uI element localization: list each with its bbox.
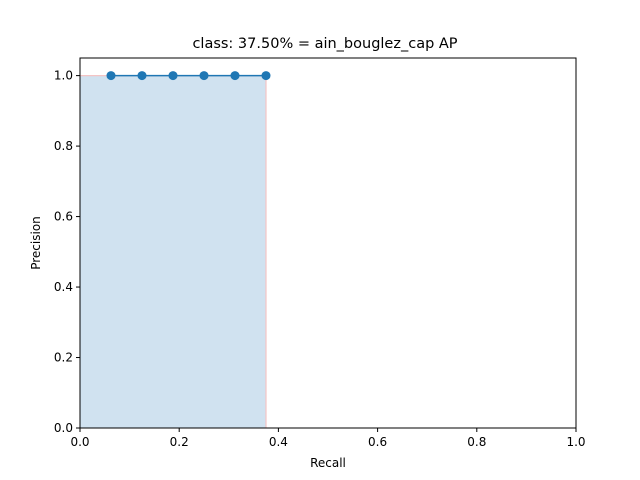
axes-frame: [79, 57, 577, 429]
x-tick-label: 0.0: [70, 435, 89, 449]
y-tick-label: 1.0: [54, 69, 73, 83]
x-tick-label: 1.0: [566, 435, 585, 449]
y-tick-label: 0.0: [54, 421, 73, 435]
y-tick-label: 0.8: [54, 139, 73, 153]
x-axis-ticks: 0.0 0.2 0.4 0.6 0.8 1.0: [70, 428, 586, 449]
y-tick-label: 0.6: [54, 210, 73, 224]
x-tick-label: 0.6: [368, 435, 387, 449]
x-tick-label: 0.2: [170, 435, 189, 449]
data-point-5: [230, 71, 240, 81]
data-point-3: [168, 71, 178, 81]
chart-title: class: 37.50% = ain_bouglez_cap AP: [192, 36, 457, 52]
data-point-6: [261, 71, 271, 81]
x-tick-label: 0.8: [467, 435, 486, 449]
series-points: [106, 71, 271, 81]
data-point-4: [199, 71, 209, 81]
x-axis-label: Recall: [310, 456, 346, 470]
y-tick-label: 0.4: [54, 280, 73, 294]
data-point-2: [137, 71, 147, 81]
y-tick-label: 0.2: [54, 351, 73, 365]
y-axis-label: Precision: [29, 216, 43, 270]
ap-area-fill: [80, 75, 266, 428]
plot-area: 0.0 0.2 0.4 0.6 0.8 1.0 0.0 0.2 0.4 0.6 0.8 1.0: [54, 57, 586, 449]
data-point-1: [106, 71, 116, 81]
y-axis-ticks: 0.0 0.2 0.4 0.6 0.8 1.0: [54, 69, 80, 435]
x-tick-label: 0.4: [269, 435, 288, 449]
